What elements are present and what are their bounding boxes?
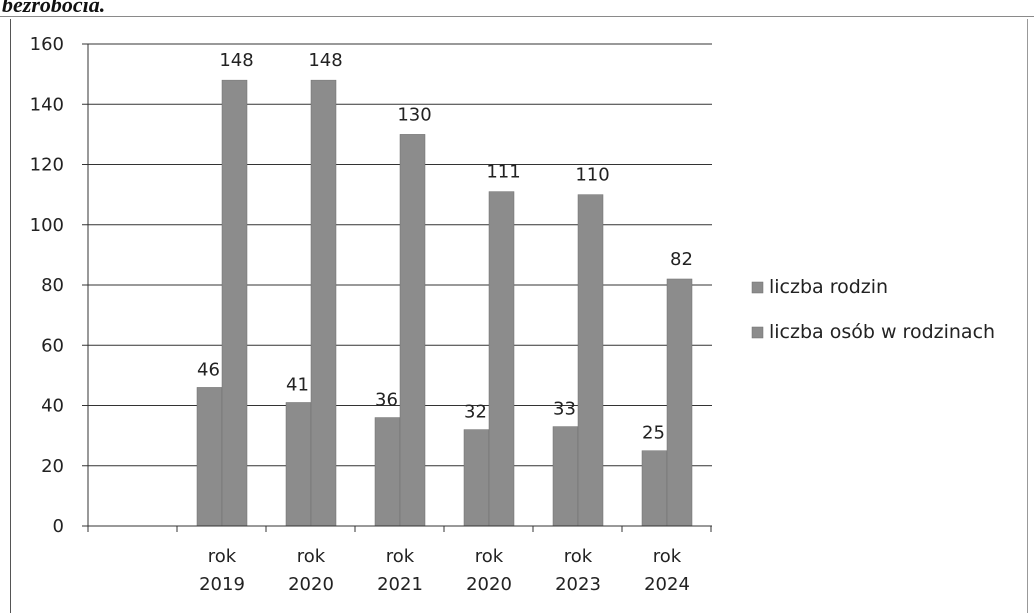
- x-tick-label-line: 2023: [555, 574, 601, 595]
- bar-rodziny-5: [641, 450, 668, 527]
- y-tick-label: 140: [30, 94, 64, 115]
- y-tick-label: 40: [41, 396, 64, 417]
- x-tick-label: rok 2021: [377, 546, 423, 595]
- bar-rodziny-4: [552, 426, 579, 527]
- data-label: 148: [308, 50, 342, 71]
- data-label: 130: [397, 104, 431, 125]
- data-label: 111: [486, 162, 520, 183]
- data-labels: 46 148 41 148 36 130 32 111 33 110 25 82: [197, 50, 693, 444]
- data-label: 36: [375, 390, 398, 411]
- x-tick-label: rok 2020: [288, 546, 334, 595]
- y-tick-label: 100: [30, 215, 64, 236]
- bar-rodziny-0: [196, 387, 223, 527]
- bar-rodziny-1: [285, 402, 312, 527]
- bars: [196, 79, 693, 527]
- y-tick-label: 60: [41, 335, 64, 356]
- chart-frame: [10, 19, 1028, 613]
- bar-osoby-2: [399, 134, 426, 527]
- x-tick-label-line: rok: [386, 546, 415, 567]
- x-tick-label: rok 2024: [644, 546, 690, 595]
- bar-osoby-5: [666, 278, 693, 527]
- y-tick-label: 0: [53, 516, 64, 537]
- x-tick-label-line: rok: [208, 546, 237, 567]
- x-tick-label: rok 2023: [555, 546, 601, 595]
- y-tick-label: 120: [30, 155, 64, 176]
- y-tick-label: 80: [41, 275, 64, 296]
- x-tick-label-line: 2020: [288, 574, 334, 595]
- axes: [87, 44, 712, 532]
- bar-rodziny-2: [374, 417, 401, 527]
- data-label: 41: [286, 374, 309, 395]
- y-axis-ticks: 0 20 40 60 80 100 120 140 160: [30, 34, 88, 537]
- heading-rule: [0, 16, 1034, 17]
- bar-osoby-1: [310, 79, 337, 527]
- y-tick-label: 20: [41, 456, 64, 477]
- x-axis-ticks: rok 2019 rok 2020 rok 2021 rok 2020 rok 2023 rok 20…: [199, 546, 690, 595]
- data-label: 25: [642, 423, 665, 444]
- x-tick-label: rok 2019: [199, 546, 245, 595]
- data-label: 110: [575, 165, 609, 186]
- data-label: 46: [197, 359, 220, 380]
- legend-label: liczba osób w rodzinach: [769, 321, 995, 343]
- heading-text: bezrobocia.: [2, 0, 106, 17]
- legend-swatch: [751, 281, 764, 294]
- y-tick-label: 160: [30, 34, 64, 55]
- x-tick-label-line: rok: [653, 546, 682, 567]
- bar-rodziny-3: [463, 429, 490, 527]
- x-tick-label-line: rok: [297, 546, 326, 567]
- x-tick-label: rok 2020: [466, 546, 512, 595]
- bar-osoby-4: [577, 194, 604, 527]
- x-tick-label-line: 2021: [377, 574, 423, 595]
- legend-swatch: [751, 326, 764, 339]
- x-tick-label-line: rok: [564, 546, 593, 567]
- data-label: 82: [670, 249, 693, 270]
- data-label: 32: [464, 402, 487, 423]
- x-tick-label-line: 2024: [644, 574, 690, 595]
- legend: liczba rodzin liczba osób w rodzinach: [751, 276, 995, 343]
- legend-label: liczba rodzin: [769, 276, 888, 298]
- x-tick-label-line: 2020: [466, 574, 512, 595]
- bar-osoby-0: [221, 79, 248, 527]
- x-tick-label-line: rok: [475, 546, 504, 567]
- data-label: 33: [553, 399, 576, 420]
- bar-osoby-3: [488, 191, 515, 527]
- data-label: 148: [219, 50, 253, 71]
- x-tick-label-line: 2019: [199, 574, 245, 595]
